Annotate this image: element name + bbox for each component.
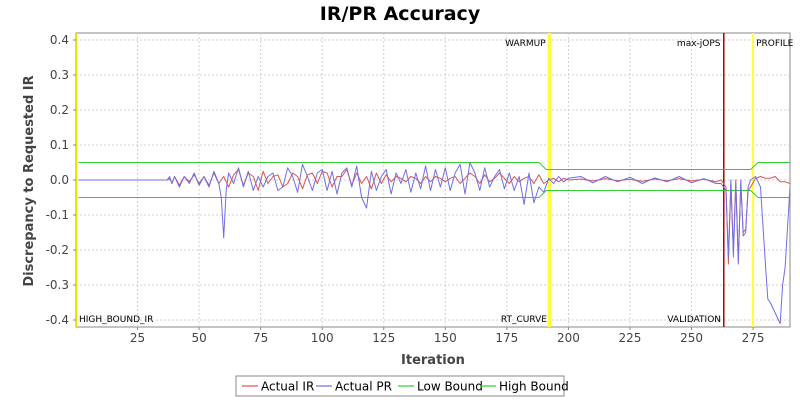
x-tick-label: 100 <box>311 331 334 345</box>
legend-label: High Bound <box>499 380 569 394</box>
x-tick-label: 125 <box>372 331 395 345</box>
y-axis-label: Discrepancy to Requested IR <box>22 75 37 286</box>
y-tick-label: -0.4 <box>46 313 69 327</box>
marker-label: RT_CURVE <box>501 315 547 325</box>
y-tick-label: 0.4 <box>50 33 69 47</box>
legend: Actual IR Actual PR Low Bound High Bound <box>235 375 569 397</box>
marker-label: HIGH_BOUND_IR <box>79 315 153 325</box>
x-tick-label: 275 <box>742 331 765 345</box>
x-tick-label: 250 <box>680 331 703 345</box>
tick-layer: 25 50 75 100 125 150 175 200 225 250 275 0.4 0.3 0.2 0… <box>46 33 765 345</box>
y-tick-label: 0.2 <box>50 103 69 117</box>
legend-label: Actual IR <box>261 380 314 394</box>
y-tick-label: -0.1 <box>46 208 69 222</box>
x-tick-label: 75 <box>253 331 268 345</box>
legend-label: Actual PR <box>335 380 392 394</box>
marker-label: PROFILE <box>756 39 794 49</box>
y-tick-label: 0.1 <box>50 138 69 152</box>
x-tick-label: 25 <box>130 331 145 345</box>
marker-label: VALIDATION <box>667 315 721 325</box>
marker-label: WARMUP <box>505 39 546 49</box>
x-tick-label: 175 <box>495 331 518 345</box>
legend-label: Low Bound <box>417 380 483 394</box>
y-tick-label: 0.3 <box>50 68 69 82</box>
y-tick-label: -0.3 <box>46 278 69 292</box>
x-tick-label: 200 <box>557 331 580 345</box>
series-line <box>78 169 791 265</box>
series-line <box>78 162 791 324</box>
marker-label: max-jOPS <box>677 39 721 49</box>
x-tick-label: 50 <box>191 331 206 345</box>
series-layer <box>78 162 791 324</box>
x-tick-label: 225 <box>619 331 642 345</box>
series-line <box>78 162 790 170</box>
x-axis-label: Iteration <box>401 353 465 368</box>
y-tick-label: -0.2 <box>46 243 69 257</box>
series-line <box>78 190 790 198</box>
x-tick-label: 150 <box>434 331 457 345</box>
chart-title: IR/PR Accuracy <box>320 3 481 25</box>
y-tick-label: 0.0 <box>50 173 69 187</box>
